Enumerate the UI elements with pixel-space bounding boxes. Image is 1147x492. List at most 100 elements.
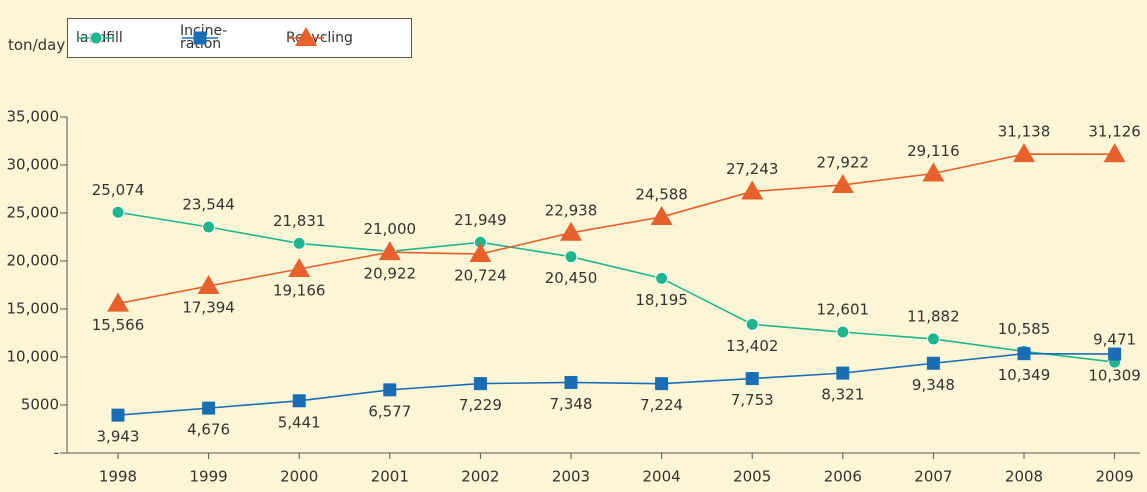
x-tick-label: 2005 — [733, 468, 771, 486]
x-tick-label: 2009 — [1096, 468, 1134, 486]
x-tick-label: 2007 — [914, 468, 952, 486]
point — [378, 241, 401, 261]
point — [560, 221, 582, 241]
data-label: 20,724 — [454, 267, 507, 285]
data-label: 20,922 — [364, 265, 417, 283]
data-label: 25,074 — [92, 181, 145, 199]
point — [295, 27, 317, 46]
point — [650, 205, 673, 225]
legend: landfill Incine- ration Recycling — [67, 18, 412, 58]
data-label: 20,450 — [545, 269, 598, 287]
x-tick-label: 2004 — [643, 468, 681, 486]
x-tick-label: 2008 — [1005, 468, 1043, 486]
legend-item: landfill — [76, 19, 123, 57]
point — [745, 317, 759, 331]
data-label: 29,116 — [907, 142, 960, 160]
data-label: 17,394 — [182, 299, 235, 317]
legend-item: Incine- ration — [180, 19, 227, 57]
data-label: 13,402 — [726, 337, 779, 355]
y-tick-label: 20,000 — [7, 252, 60, 270]
point — [564, 250, 578, 264]
point — [193, 31, 207, 45]
point — [655, 271, 669, 285]
x-tick-label: 1998 — [99, 468, 137, 486]
point — [836, 366, 850, 380]
x-tick-label: 2002 — [461, 468, 499, 486]
point — [202, 401, 216, 415]
data-label: 27,243 — [726, 160, 779, 178]
data-label: 18,195 — [635, 291, 688, 309]
series-line — [117, 352, 1115, 416]
data-label: 15,566 — [92, 316, 145, 334]
point — [926, 332, 940, 346]
data-label: 10,309 — [1088, 367, 1141, 385]
point — [836, 325, 850, 339]
data-label: 7,753 — [731, 391, 774, 409]
series-line — [117, 211, 1115, 363]
legend-symbol — [78, 31, 114, 45]
y-tick-label: 25,000 — [7, 204, 60, 222]
point — [111, 205, 125, 219]
data-label: 6,577 — [368, 402, 411, 420]
point — [469, 243, 492, 263]
point — [89, 31, 103, 45]
legend-symbol — [288, 27, 324, 46]
legend-symbol — [182, 31, 218, 45]
point — [564, 375, 578, 389]
data-label: 31,138 — [998, 123, 1051, 141]
point — [831, 173, 854, 193]
y-tick-label: 10,000 — [7, 348, 60, 366]
data-label: 21,831 — [273, 212, 326, 230]
data-label: 23,544 — [182, 195, 235, 213]
y-tick-label: 35,000 — [7, 108, 60, 126]
data-label: 11,882 — [907, 307, 960, 325]
point — [288, 258, 311, 278]
x-tick-label: 2006 — [824, 468, 862, 486]
data-label: 31,126 — [1088, 123, 1141, 141]
data-label: 27,922 — [817, 153, 870, 171]
point — [107, 292, 129, 312]
data-label: 21,000 — [364, 220, 417, 238]
data-label: 22,938 — [545, 201, 598, 219]
data-label: 10,585 — [998, 320, 1051, 338]
x-tick-label: 2001 — [371, 468, 409, 486]
y-tick-label: 30,000 — [7, 156, 60, 174]
point — [1017, 347, 1031, 361]
point — [741, 180, 764, 200]
data-label: 5,441 — [278, 413, 321, 431]
point — [383, 383, 397, 397]
point — [1103, 143, 1126, 163]
y-tick-label: 15,000 — [7, 300, 60, 318]
data-label: 4,676 — [187, 421, 230, 439]
point — [292, 236, 306, 250]
point — [197, 275, 220, 295]
data-label: 24,588 — [635, 185, 688, 203]
data-label: 9,348 — [912, 376, 955, 394]
point — [655, 377, 669, 391]
x-tick-label: 2000 — [280, 468, 318, 486]
data-label: 21,949 — [454, 211, 507, 229]
y-tick-label: 5000 — [21, 396, 59, 414]
point — [473, 377, 487, 391]
point — [745, 372, 759, 386]
data-label: 7,229 — [459, 396, 502, 414]
data-label: 10,349 — [998, 366, 1051, 384]
point — [1108, 347, 1122, 361]
data-label: 12,601 — [817, 301, 870, 319]
y-tick-label: - — [54, 444, 59, 462]
data-label: 9,471 — [1093, 331, 1136, 349]
point — [111, 408, 125, 422]
point — [292, 394, 306, 408]
data-label: 3,943 — [97, 428, 140, 446]
point — [202, 220, 216, 234]
series-line — [117, 153, 1115, 305]
data-label: 7,224 — [640, 396, 683, 414]
x-tick-label: 1999 — [190, 468, 228, 486]
data-label: 7,348 — [550, 395, 593, 413]
legend-item: Recycling — [286, 19, 353, 57]
data-label: 19,166 — [273, 282, 326, 300]
data-label: 8,321 — [821, 386, 864, 404]
point — [922, 162, 945, 182]
